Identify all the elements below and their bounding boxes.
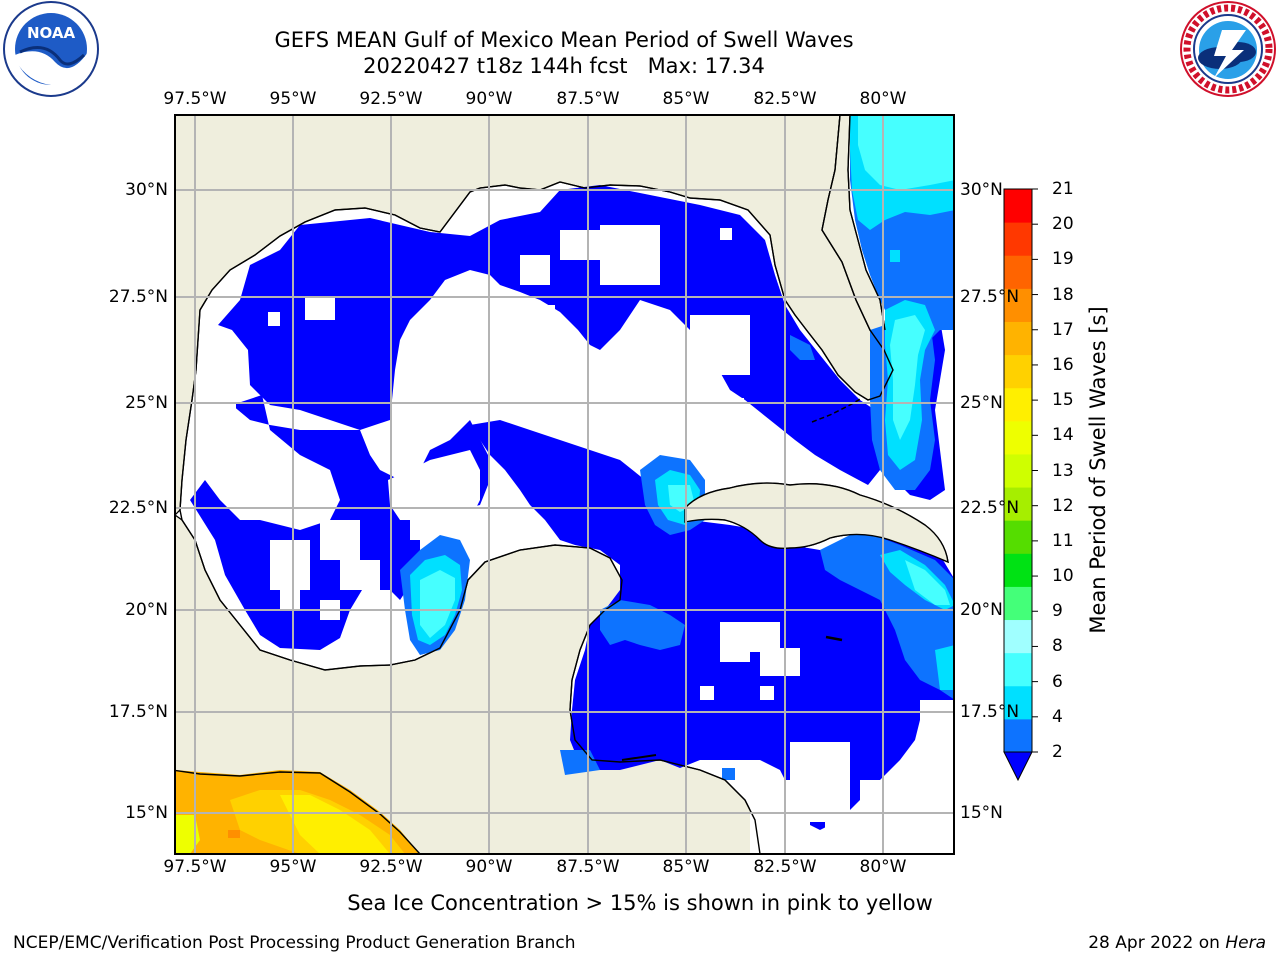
colorbar-swatch (1004, 321, 1032, 356)
lon-label: 85°W (662, 89, 710, 109)
colorbar-tick-label: 18 (1052, 284, 1074, 305)
lat-label: 20°N (960, 600, 1003, 620)
colorbar-tick-label: 15 (1052, 390, 1074, 411)
colorbar-tick-label: 11 (1052, 530, 1074, 551)
map-frame (174, 114, 955, 855)
coastline (179, 115, 894, 854)
map-subtitle: 20220427 t18z 144h fcst Max: 17.34 (363, 54, 765, 78)
lon-label: 82.5°W (753, 89, 817, 109)
colorbar-tick-label: 14 (1052, 425, 1074, 446)
sea-ice-note: Sea Ice Concentration > 15% is shown in … (347, 891, 933, 915)
colorbar (1003, 188, 1038, 782)
colorbar-tick-label: 4 (1052, 706, 1063, 727)
colorbar-swatch (1004, 652, 1032, 687)
lon-label: 80°W (859, 857, 907, 877)
colorbar-swatch (1004, 487, 1032, 521)
colorbar-tick-label: 8 (1052, 636, 1063, 657)
noaa-logo-text: NOAA (27, 24, 76, 42)
colorbar-swatch (1004, 520, 1032, 554)
colorbar-tick-label: 12 (1052, 495, 1074, 516)
colorbar-tick-label: 13 (1052, 460, 1074, 481)
colorbar-swatch (1004, 586, 1032, 621)
lon-label: 85°W (662, 857, 710, 877)
colorbar-tick-label: 2 (1052, 742, 1063, 762)
footer-host: Hera (1225, 933, 1266, 953)
colorbar-tick-label: 21 (1052, 179, 1074, 199)
colorbar-tick-label: 9 (1052, 601, 1063, 622)
colorbar-swatch (1004, 420, 1032, 455)
footer-date: 28 Apr 2022 on Hera (1088, 933, 1266, 953)
lon-label: 87.5°W (556, 857, 620, 877)
colorbar-swatch (1004, 189, 1032, 223)
no-data-patches (196, 225, 954, 854)
colorbar-swatch (1004, 685, 1032, 720)
colorbar-swatch (1004, 718, 1032, 753)
lat-label: 22.5°N (108, 498, 168, 518)
colorbar-tick-label: 19 (1052, 249, 1074, 270)
colorbar-tick-label: 17 (1052, 319, 1074, 340)
lat-label: 17.5°N (108, 702, 168, 722)
lon-label: 87.5°W (556, 89, 620, 109)
colorbar-extend-arrow (1003, 751, 1033, 782)
noaa-logo: NOAA (3, 1, 99, 97)
lon-label: 97.5°W (163, 89, 227, 109)
colorbar-tick-label: 16 (1052, 354, 1074, 375)
graticule (175, 115, 954, 854)
lon-label: 92.5°W (359, 89, 423, 109)
lat-label: 25°N (125, 393, 168, 413)
lon-label: 80°W (859, 89, 907, 109)
nws-logo (1180, 1, 1276, 97)
lon-label: 95°W (269, 857, 317, 877)
lat-label: 30°N (125, 180, 168, 200)
lat-label: 27.5°N (108, 287, 168, 307)
colorbar-tick-label: 10 (1052, 566, 1074, 587)
lon-label: 90°W (465, 857, 513, 877)
colorbar-swatch (1004, 453, 1032, 488)
colorbar-title: Mean Period of Swell Waves [s] (1086, 306, 1110, 634)
colorbar-swatch (1004, 255, 1032, 289)
lat-label: 15°N (125, 803, 168, 823)
lat-label: 22.5°N (960, 498, 1020, 518)
lon-label: 92.5°W (359, 857, 423, 877)
lat-label: 15°N (960, 803, 1003, 823)
lat-label: 27.5°N (960, 287, 1020, 307)
colorbar-swatch (1004, 553, 1032, 587)
colorbar-tick-label: 6 (1052, 671, 1063, 692)
lon-label: 82.5°W (753, 857, 817, 877)
lat-label: 20°N (125, 600, 168, 620)
colorbar-swatch (1004, 354, 1032, 389)
footer-credit: NCEP/EMC/Verification Post Processing Pr… (13, 933, 576, 953)
colorbar-swatch (1004, 619, 1032, 654)
lon-label: 95°W (269, 89, 317, 109)
lon-label: 90°W (465, 89, 513, 109)
map-title: GEFS MEAN Gulf of Mexico Mean Period of … (274, 28, 854, 52)
lat-label: 25°N (960, 393, 1003, 413)
colorbar-swatch (1004, 222, 1032, 256)
colorbar-swatch (1004, 288, 1032, 322)
colorbar-tick-label: 20 (1052, 214, 1074, 235)
lat-label: 17.5°N (960, 702, 1020, 722)
lat-label: 30°N (960, 180, 1003, 200)
lon-label: 97.5°W (163, 857, 227, 877)
colorbar-swatch (1004, 387, 1032, 422)
